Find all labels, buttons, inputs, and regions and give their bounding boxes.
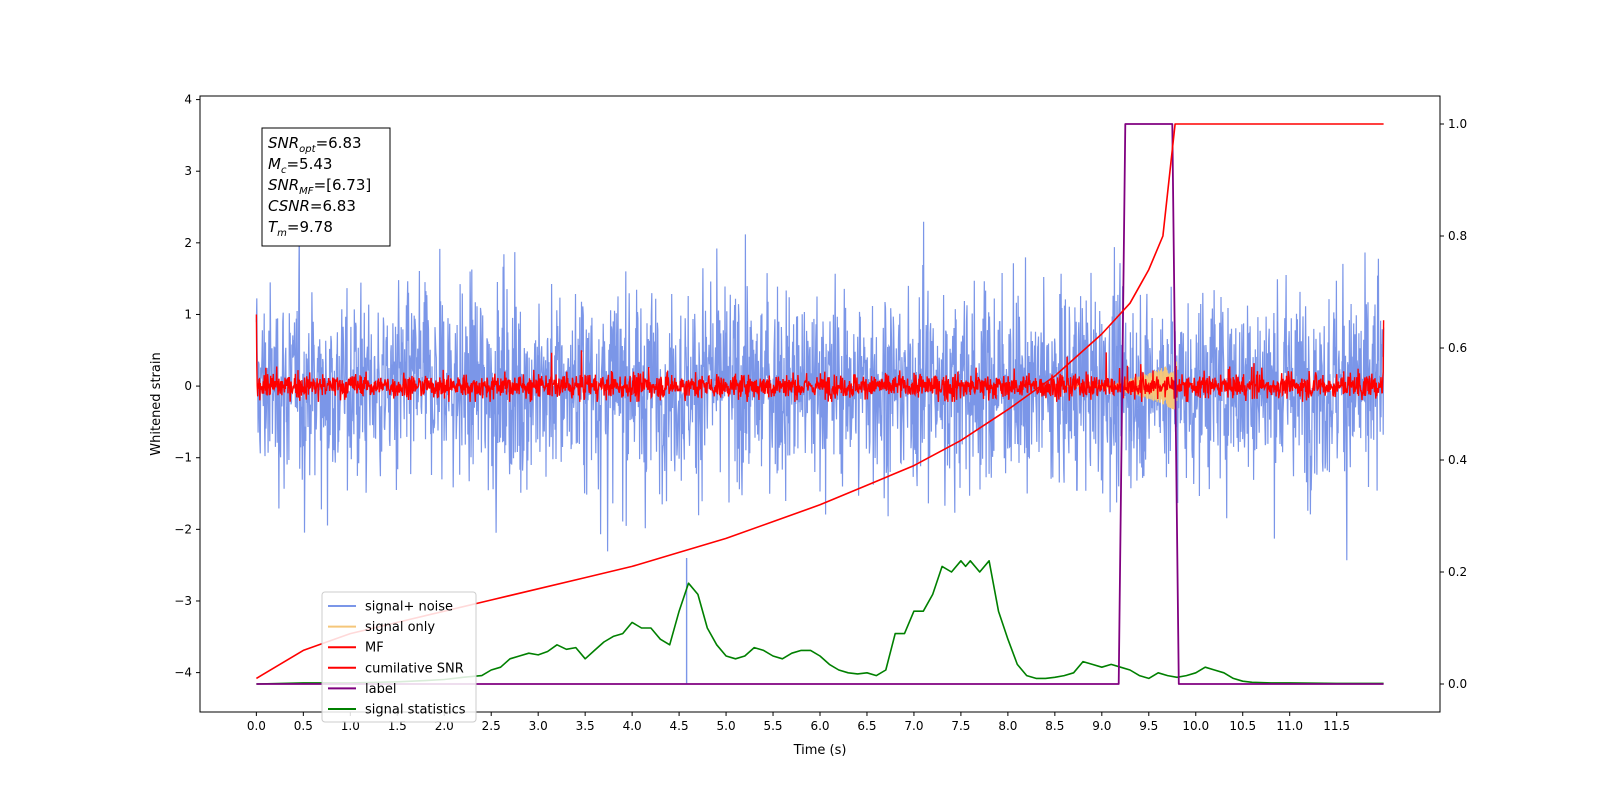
y-tick-label-right: 1.0 — [1448, 117, 1467, 131]
legend-label: label — [365, 682, 396, 697]
x-tick-label: 10.0 — [1182, 719, 1209, 733]
legend: signal+ noise signal only MF cumilative SNR… — [321, 591, 477, 723]
legend-frame — [321, 591, 477, 723]
y-tick-label-right: 0.2 — [1448, 565, 1467, 579]
annotation-line: CSNR=6.83 — [268, 197, 356, 215]
x-tick-label: 7.0 — [904, 719, 923, 733]
x-tick-label: 5.5 — [763, 719, 782, 733]
annotation-line: SNRMF=[6.73] — [268, 176, 371, 197]
annotation-line: Mc=5.43 — [268, 155, 332, 176]
x-tick-label: 6.0 — [810, 719, 829, 733]
y-tick-label-left: −2 — [174, 522, 192, 536]
x-tick-label: 4.5 — [670, 719, 689, 733]
x-tick-label: 3.0 — [529, 719, 548, 733]
y-tick-label-right: 0.0 — [1448, 677, 1467, 691]
x-tick-label: 4.0 — [623, 719, 642, 733]
y-tick-label-right: 0.4 — [1448, 453, 1467, 467]
y-tick-label-left: −1 — [174, 451, 192, 465]
series-signal-noise — [255, 221, 1385, 561]
x-tick-label: 0.0 — [247, 719, 266, 733]
y-tick-label-left: 0 — [184, 379, 192, 393]
series-mf — [255, 314, 1385, 403]
annotation-line: SNRopt=6.83 — [268, 134, 362, 155]
y-tick-label-left: 2 — [184, 236, 192, 250]
annotation-frame — [261, 127, 391, 247]
x-tick-label: 3.5 — [576, 719, 595, 733]
y-tick-label-left: 1 — [184, 307, 192, 321]
annotation-line: Tm=9.78 — [268, 218, 333, 239]
x-tick-label: 9.5 — [1139, 719, 1158, 733]
series-signal-statistics — [256, 559, 1384, 685]
y-tick-label-left: −4 — [174, 666, 192, 680]
x-tick-label: 9.0 — [1092, 719, 1111, 733]
x-tick-label: 5.0 — [717, 719, 736, 733]
x-tick-label: 8.0 — [998, 719, 1017, 733]
y-tick-label-left: −3 — [174, 594, 192, 608]
x-axis-label: Time (s) — [793, 743, 847, 758]
y-tick-label-left: 4 — [184, 93, 192, 107]
y-tick-label-right: 0.8 — [1448, 229, 1467, 243]
x-tick-label: 6.5 — [857, 719, 876, 733]
x-tick-label: 11.0 — [1276, 719, 1303, 733]
y-axis-label: Whitened strain — [149, 352, 164, 455]
legend-label: MF — [365, 641, 384, 656]
legend-label: signal only — [365, 620, 435, 635]
series-label — [256, 123, 1384, 685]
x-tick-label: 10.5 — [1229, 719, 1256, 733]
x-tick-label: 11.5 — [1323, 719, 1350, 733]
y-tick-label-left: 3 — [184, 164, 192, 178]
legend-label: signal+ noise — [365, 600, 453, 615]
y-tick-label-right: 0.6 — [1448, 341, 1467, 355]
legend-label: signal statistics — [365, 703, 466, 718]
x-tick-label: 0.5 — [294, 719, 313, 733]
x-tick-label: 8.5 — [1045, 719, 1064, 733]
x-tick-label: 7.5 — [951, 719, 970, 733]
legend-label: cumilative SNR — [365, 661, 464, 676]
x-tick-label: 2.5 — [482, 719, 501, 733]
